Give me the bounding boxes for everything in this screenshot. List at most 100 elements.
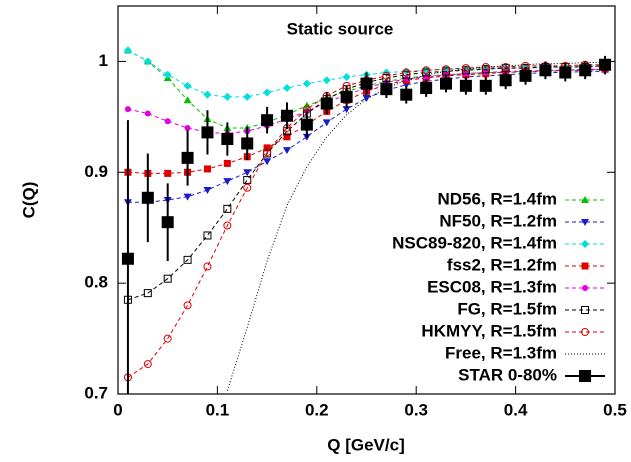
marker	[499, 74, 512, 87]
legend-label: HKMYY, R=1.5fm	[421, 321, 557, 340]
marker	[203, 90, 212, 99]
marker	[203, 187, 212, 195]
marker	[164, 118, 171, 125]
legend-marker	[581, 219, 589, 226]
marker	[164, 169, 172, 177]
legend-marker	[581, 240, 589, 248]
marker	[501, 62, 510, 71]
marker	[223, 204, 232, 213]
marker	[362, 95, 371, 103]
marker	[461, 64, 470, 73]
marker	[420, 82, 433, 95]
legend-marker	[581, 306, 589, 314]
legend-label: NF50, R=1.2fm	[439, 211, 557, 230]
marker	[459, 79, 472, 92]
marker	[243, 169, 252, 177]
legend-label: ESC08, R=1.3fm	[427, 277, 557, 296]
plot-area	[121, 46, 612, 394]
marker	[282, 84, 291, 93]
y-axis-label: C(Q)	[19, 182, 38, 219]
marker	[380, 83, 393, 96]
y-tick-label: 1	[99, 51, 108, 70]
series-line	[226, 62, 606, 391]
marker	[243, 176, 252, 185]
plot-frame	[117, 5, 616, 395]
marker	[163, 334, 172, 343]
marker	[124, 106, 131, 113]
marker	[360, 77, 373, 90]
legend-marker	[579, 370, 591, 382]
x-tick-label: 0	[113, 400, 122, 419]
marker	[322, 76, 331, 85]
x-tick-label: 0.4	[504, 400, 528, 419]
marker	[203, 165, 211, 173]
x-tick-label: 0.3	[404, 400, 428, 419]
marker	[183, 96, 192, 104]
marker	[559, 66, 572, 79]
marker	[461, 66, 470, 75]
marker	[403, 76, 410, 83]
marker	[280, 109, 293, 122]
legend-label: FG, R=1.5fm	[457, 299, 557, 318]
marker	[243, 183, 252, 192]
marker	[402, 70, 411, 79]
marker	[422, 68, 431, 77]
marker	[300, 118, 313, 131]
x-tick-label: 0.1	[206, 400, 230, 419]
legend-label: STAR 0-80%	[458, 365, 557, 384]
marker	[183, 255, 192, 264]
marker	[579, 64, 592, 77]
marker	[320, 97, 333, 110]
marker	[184, 124, 191, 131]
marker	[283, 133, 291, 141]
marker	[121, 252, 134, 265]
chart-title: Static source	[287, 19, 394, 38]
marker	[163, 70, 172, 79]
y-tick-label: 0.9	[84, 162, 108, 181]
marker	[143, 360, 152, 369]
marker	[161, 216, 174, 229]
y-tick-label: 0.7	[84, 383, 108, 402]
marker	[223, 92, 232, 101]
marker	[143, 289, 152, 298]
marker	[263, 144, 271, 152]
marker	[243, 92, 252, 101]
marker	[261, 114, 274, 127]
marker	[400, 88, 413, 101]
marker	[163, 274, 172, 283]
marker	[322, 119, 331, 127]
marker	[183, 193, 192, 201]
legend-marker	[582, 285, 588, 291]
marker	[422, 66, 431, 75]
marker	[342, 106, 351, 114]
marker	[442, 65, 451, 74]
marker	[241, 137, 254, 150]
marker	[481, 65, 490, 74]
marker	[263, 88, 272, 97]
x-tick-label: 0.2	[305, 400, 329, 419]
marker	[183, 301, 192, 310]
legend-marker	[581, 262, 589, 270]
marker	[203, 262, 212, 271]
marker	[402, 68, 411, 77]
marker	[181, 151, 194, 164]
marker	[223, 178, 232, 186]
marker	[479, 79, 492, 92]
marker	[223, 221, 232, 230]
marker	[539, 64, 552, 77]
marker	[144, 110, 151, 117]
marker	[340, 90, 353, 103]
marker	[342, 72, 351, 81]
y-tick-label: 0.8	[84, 273, 108, 292]
marker	[263, 158, 272, 166]
marker	[183, 81, 192, 90]
marker	[123, 46, 132, 55]
legend-label: Free, R=1.3fm	[445, 343, 557, 362]
marker	[143, 57, 152, 66]
legend-marker	[581, 328, 589, 336]
marker	[223, 159, 231, 167]
marker	[221, 133, 234, 146]
marker	[440, 77, 453, 90]
